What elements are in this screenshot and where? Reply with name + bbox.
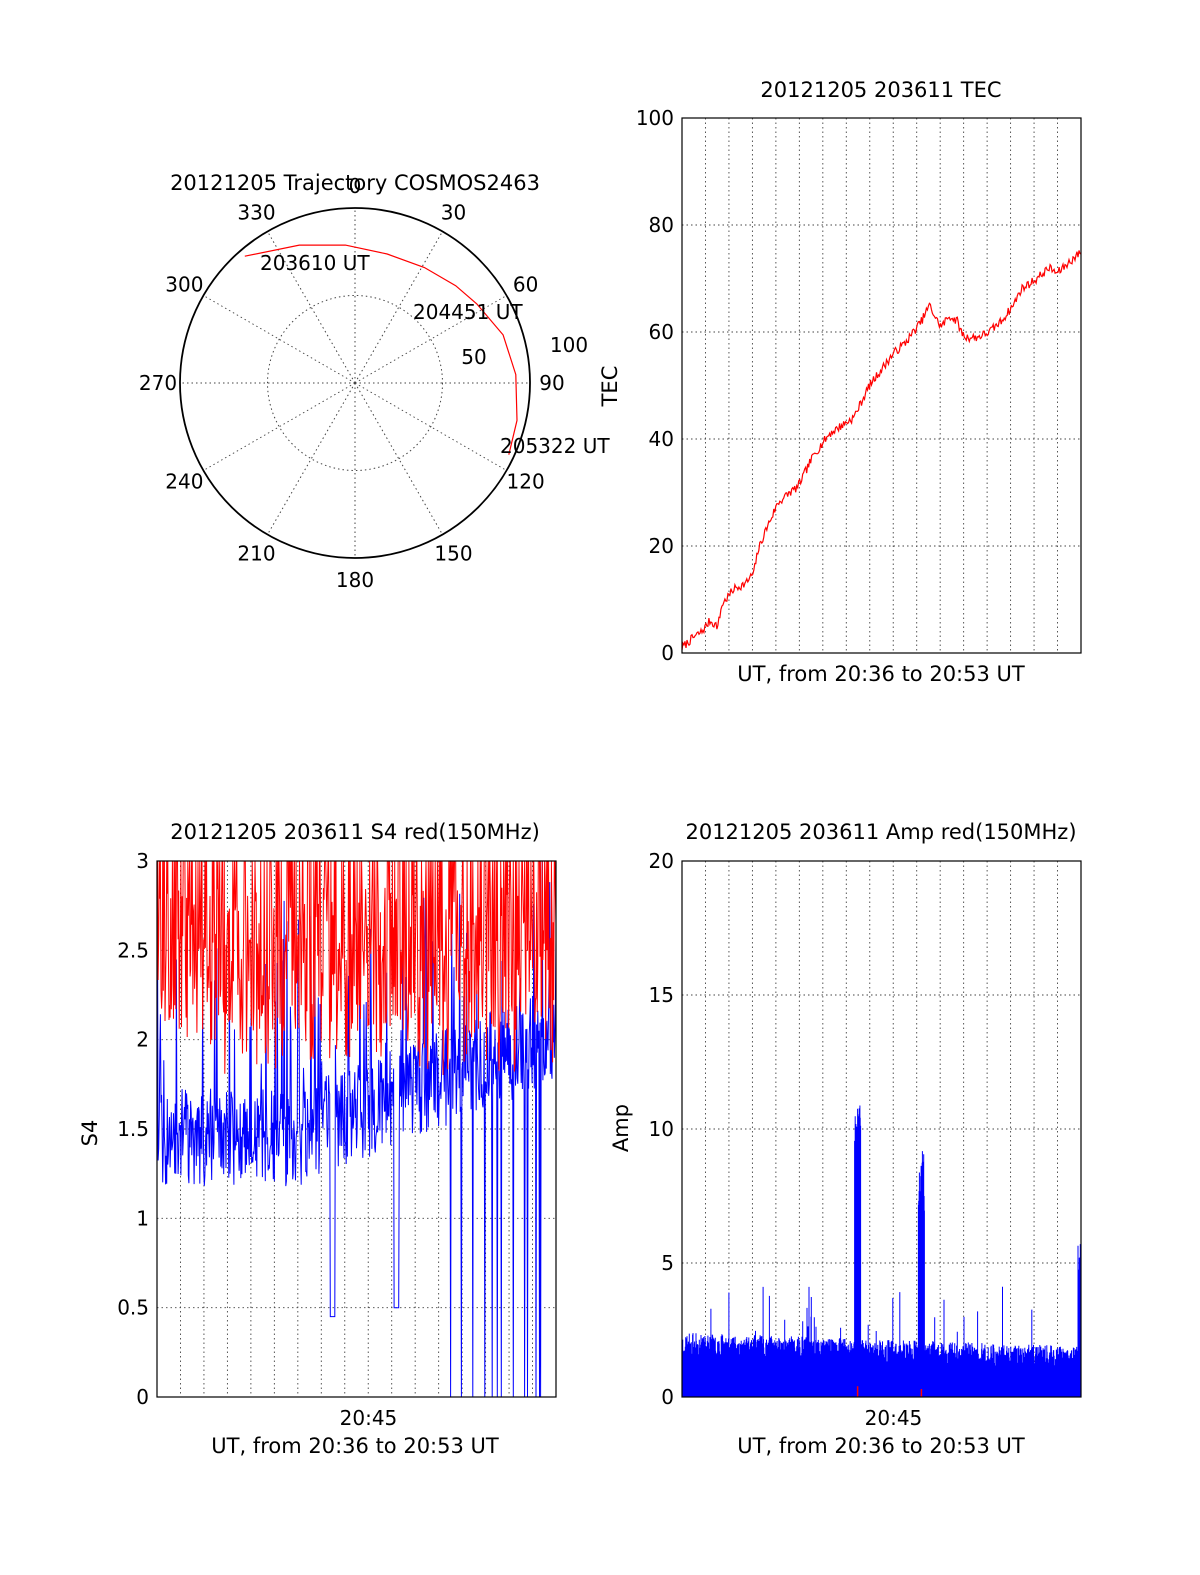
amp-red-series-line (856, 1386, 923, 1397)
polar-angle-label: 270 (139, 371, 177, 395)
polar-angle-label: 330 (237, 200, 275, 224)
amp-x-tick-label: 20:45 (865, 1406, 923, 1430)
polar-angle-label: 210 (237, 542, 275, 566)
s4-title: 20121205 203611 S4 red(150MHz) (170, 820, 540, 844)
amp-y-label: Amp (609, 1104, 633, 1152)
tec-y-tick-label: 80 (649, 213, 674, 237)
tec-grid (682, 118, 1081, 653)
tec-y-tick-label: 40 (649, 427, 674, 451)
s4-blue-series-line (156, 860, 557, 1398)
tec-x-label: UT, from 20:36 to 20:53 UT (737, 662, 1025, 686)
s4-x-label: UT, from 20:36 to 20:53 UT (211, 1434, 499, 1458)
amp-title: 20121205 203611 Amp red(150MHz) (685, 820, 1076, 844)
s4-y-tick-labels: 0 0.5 1 1.5 2 2.5 3 (117, 849, 149, 1409)
s4-y-tick-label: 0 (136, 1385, 149, 1409)
s4-panel: 20121205 203611 S4 red(150MHz) 0 0.5 1 1.5 2… (78, 820, 557, 1458)
tec-y-tick-labels: 0 20 40 60 80 100 (636, 106, 674, 665)
amp-y-tick-label: 15 (649, 983, 674, 1007)
amp-y-tick-label: 5 (661, 1251, 674, 1275)
amp-y-tick-labels: 0 5 10 15 20 (649, 849, 674, 1409)
amp-x-label: UT, from 20:36 to 20:53 UT (737, 1434, 1025, 1458)
tec-series-line (681, 250, 1082, 650)
amp-grid (682, 861, 1081, 1397)
polar-angle-label: 240 (165, 470, 203, 494)
polar-angle-label: 90 (539, 371, 564, 395)
polar-angle-gridline (267, 382, 356, 535)
s4-axes-frame (156, 860, 557, 1398)
tec-title: 20121205 203611 TEC (760, 78, 1001, 102)
polar-radial-gridline (267, 295, 443, 471)
tec-y-tick-label: 60 (649, 320, 674, 344)
tec-axes-frame (681, 117, 1082, 654)
polar-grid (179, 207, 531, 559)
polar-angle-label: 300 (165, 273, 203, 297)
polar-angle-labels: 0 30 60 90 120 150 180 210 240 270 300 330 (139, 174, 565, 592)
s4-y-tick-label: 0.5 (117, 1296, 149, 1320)
polar-angle-label: 180 (336, 568, 374, 592)
s4-y-tick-label: 2.5 (117, 938, 149, 962)
amp-panel: 20121205 203611 Amp red(150MHz) 0 5 10 15 20… (609, 820, 1082, 1458)
tec-panel: 20121205 203611 TEC 0 20 40 60 80 100 UT, fro… (598, 78, 1082, 686)
tec-y-tick-label: 100 (636, 106, 674, 130)
tec-y-tick-label: 0 (661, 641, 674, 665)
amp-y-tick-label: 0 (661, 1385, 674, 1409)
s4-y-label: S4 (78, 1120, 102, 1147)
polar-angle-label: 150 (434, 542, 472, 566)
polar-angle-gridline (203, 382, 356, 471)
polar-annotation-mid: 204451 UT (413, 300, 523, 324)
polar-angle-label: 60 (513, 273, 538, 297)
s4-y-tick-label: 3 (136, 849, 149, 873)
polar-radial-label-100: 100 (550, 333, 588, 357)
polar-trajectory-line (244, 244, 518, 455)
polar-angle-label: 120 (507, 470, 545, 494)
amp-axes-frame (681, 860, 1082, 1398)
amp-blue-series-line (681, 1105, 1082, 1397)
polar-panel: 20121205 Trajectory COSMOS2463 0 30 60 90 12… (139, 171, 610, 592)
polar-angle-label: 0 (349, 174, 362, 198)
tec-y-tick-label: 20 (649, 534, 674, 558)
amp-y-tick-label: 20 (649, 849, 674, 873)
polar-radial-label-50: 50 (461, 345, 486, 369)
tec-y-label: TEC (598, 366, 622, 408)
amp-y-tick-label: 10 (649, 1117, 674, 1141)
s4-y-tick-label: 1.5 (117, 1117, 149, 1141)
s4-y-tick-label: 2 (136, 1028, 149, 1052)
polar-annotation-start: 203610 UT (260, 251, 370, 275)
s4-x-tick-label: 20:45 (340, 1406, 398, 1430)
s4-grid (157, 861, 556, 1397)
polar-annotation-end: 205322 UT (500, 434, 610, 458)
polar-title: 20121205 Trajectory COSMOS2463 (170, 171, 540, 195)
polar-angle-label: 30 (441, 200, 466, 224)
s4-y-tick-label: 1 (136, 1206, 149, 1230)
polar-outer-circle (179, 207, 531, 559)
